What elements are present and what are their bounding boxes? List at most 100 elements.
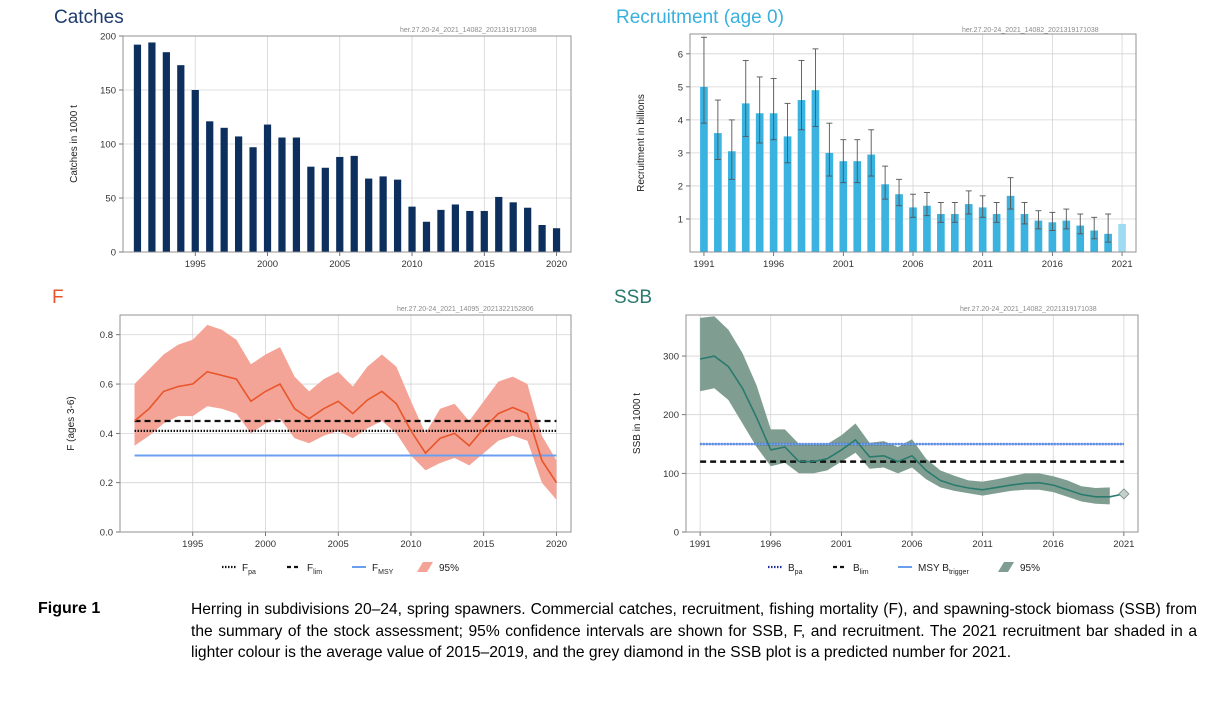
catches-y-tick-label: 150: [100, 86, 116, 97]
f-title: F: [52, 287, 64, 308]
recruitment-bar: [714, 133, 722, 252]
catches-x-tick-label: 2010: [401, 259, 422, 270]
ssb-legend-label-msy-btrigger: MSY Btrigger: [918, 563, 969, 576]
f-legend-label-fmsy: FMSY: [372, 563, 394, 576]
recruitment-bar: [1090, 230, 1099, 252]
f-x-tick-label: 1995: [182, 539, 203, 550]
recruitment-x-tick-label: 2006: [902, 259, 923, 270]
ssb-x-tick-label: 2006: [901, 539, 922, 550]
catches-x-tick-label: 1995: [185, 259, 206, 270]
f-x-tick-label: 2015: [473, 539, 494, 550]
catches-x-tick-label: 2000: [257, 259, 278, 270]
catches-bar: [437, 209, 445, 252]
recruitment-y-tick-label: 4: [678, 115, 683, 126]
catches-bar: [263, 124, 272, 252]
ssb-code: her.27.20-24_2021_14082_2021319171038: [960, 306, 1097, 313]
recruitment-chart: 1 2 3 4 5 6 1991 1996 2001 2006 2011 2016 2021 Recrui…: [636, 33, 1137, 270]
recruitment-bar: [825, 152, 834, 252]
catches-y-axis-label: Catches in 1000 t: [69, 105, 80, 183]
recruitment-bar: [1048, 222, 1057, 252]
catches-bar: [495, 196, 503, 252]
catches-x-tick-label: 2015: [474, 259, 495, 270]
ssb-legend-key-band: [998, 562, 1014, 572]
recruitment-bar: [1034, 220, 1043, 252]
catches-panel: Catches her.27.20-24_2021_14082_20213191…: [0, 0, 600, 290]
recruitment-title: Recruitment (age 0): [616, 7, 784, 28]
catches-bar: [220, 127, 228, 252]
catches-bar: [162, 52, 170, 253]
catches-chart: 0 50 100 150 200 1995 2000 2005 2010 2015 2020 Catc…: [69, 32, 572, 270]
catches-bar: [538, 225, 546, 252]
catches-bar: [480, 210, 488, 252]
catches-bar: [509, 202, 517, 252]
recruitment-bar: [881, 184, 889, 252]
recruitment-y-tick-label: 3: [678, 148, 683, 159]
ssb-legend-label-band: 95%: [1020, 563, 1040, 574]
f-y-axis-label: F (ages 3-6): [66, 396, 77, 450]
catches-y-tick-label: 0: [111, 248, 116, 259]
f-legend-label-band: 95%: [439, 563, 459, 574]
recruitment-bar: [727, 151, 736, 252]
f-code: her.27.20-24_2021_14095_2021322152806: [397, 306, 534, 313]
recruitment-bar: [741, 103, 750, 252]
recruitment-bar: [755, 113, 764, 252]
f-y-tick-label: 0.0: [100, 528, 113, 539]
recruitment-y-tick-label: 2: [678, 181, 683, 192]
recruitment-bar: [1104, 233, 1112, 252]
recruitment-x-tick-label: 1991: [693, 259, 714, 270]
recruitment-bar: [909, 207, 917, 252]
ssb-title: SSB: [614, 287, 653, 308]
catches-bar: [552, 228, 561, 252]
recruitment-code: her.27.20-24_2021_14082_2021319171038: [962, 27, 1099, 34]
ssb-chart: 0 100 200 300 1991 1996 2001 2006 2011 2016 2021 SS…: [632, 314, 1139, 576]
recruitment-x-tick-label: 2016: [1042, 259, 1063, 270]
recruitment-bar: [839, 161, 848, 252]
recruitment-x-tick-label: 1996: [763, 259, 784, 270]
catches-bar: [336, 156, 344, 252]
catches-bar: [148, 42, 156, 253]
f-panel: F her.27.20-24_2021_14095_2021322152806 …: [0, 285, 600, 585]
recruitment-bar: [783, 136, 792, 252]
f-x-tick-label: 2010: [400, 539, 421, 550]
recruitment-bar: [978, 207, 987, 252]
ssb-x-tick-label: 2021: [1113, 539, 1134, 550]
catches-x-tick-label: 2020: [546, 259, 567, 270]
catches-y-tick-label: 200: [100, 32, 116, 43]
catches-bar: [524, 207, 532, 252]
recruitment-bar: [867, 154, 876, 252]
ssb-legend-label-bpa: Bpa: [788, 563, 803, 576]
ssb-legend-label-blim: Blim: [853, 563, 869, 576]
recruitment-x-tick-label: 2011: [972, 259, 992, 270]
f-x-tick-label: 2005: [328, 539, 349, 550]
catches-bar: [191, 90, 199, 252]
ssb-x-tick-label: 1991: [690, 539, 711, 550]
catches-bar: [292, 137, 301, 252]
catches-bar: [393, 179, 402, 252]
recruitment-bar: [1118, 223, 1126, 252]
ssb-y-tick-label: 0: [674, 528, 679, 539]
f-y-tick-label: 0.8: [100, 330, 113, 341]
f-x-tick-label: 2020: [546, 539, 567, 550]
catches-bar: [451, 204, 459, 252]
recruitment-panel: Recruitment (age 0) her.27.20-24_2021_14…: [600, 0, 1232, 290]
recruitment-bar: [1062, 220, 1071, 252]
catches-bar: [350, 155, 358, 252]
figure-caption: Herring in subdivisions 20–24, spring sp…: [191, 601, 1197, 661]
ssb-y-tick-label: 100: [663, 469, 679, 480]
ssb-plot-border: [685, 314, 1139, 533]
f-y-tick-label: 0.2: [100, 478, 113, 489]
catches-title: Catches: [54, 7, 124, 28]
figure-label: Figure 1: [38, 600, 101, 617]
f-legend-key-band: [417, 562, 433, 572]
f-y-tick-label: 0.6: [100, 380, 113, 391]
f-legend-label-fpa: Fpa: [242, 563, 256, 576]
f-line: [133, 370, 558, 484]
ssb-line: [699, 355, 1125, 498]
recruitment-bar: [895, 194, 903, 252]
recruitment-y-tick-label: 5: [678, 82, 683, 93]
catches-bar: [249, 147, 257, 252]
catches-bar: [422, 221, 431, 252]
f-chart: 0.0 0.2 0.4 0.6 0.8 1995 2000 2005 2010 2015 2020 F…: [66, 314, 572, 576]
f-y-tick-label: 0.4: [100, 429, 113, 440]
recruitment-bar: [950, 214, 959, 252]
